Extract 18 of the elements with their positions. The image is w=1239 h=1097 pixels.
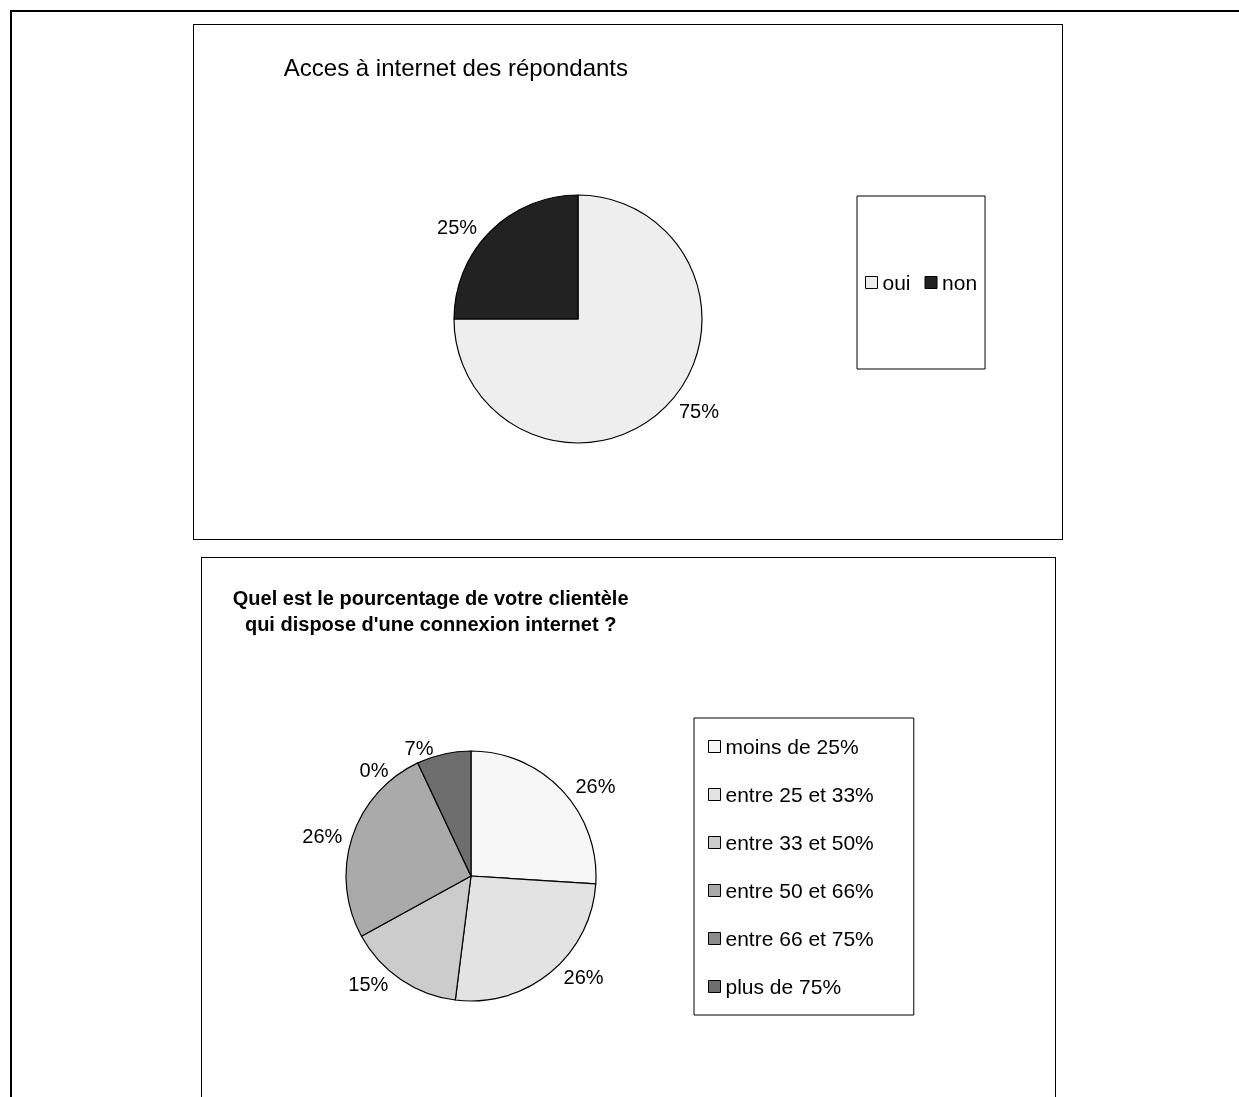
text: 0% (359, 759, 389, 782)
legend-label: entre 50 et 66% (725, 879, 874, 902)
data-label: 26% (302, 824, 343, 847)
legend-label: non (942, 271, 978, 294)
data-label: 15% (348, 973, 389, 996)
data-label: 7% (404, 737, 434, 760)
data-label: 25% (437, 216, 478, 239)
legend-label: moins de 25% (725, 735, 859, 758)
data-label: 26% (563, 965, 604, 988)
legend-label: entre 66 et 75% (725, 927, 874, 950)
legend-label: entre 33 et 50% (725, 831, 874, 854)
chart-title: Quel est le pourcentage de votre clientèle qui dispose d'une connexion internet ? (232, 587, 629, 635)
legend-label: plus de 75% (725, 975, 842, 998)
data-label: 75% (678, 399, 720, 422)
chart-title: Acces à internet des répondants (283, 54, 628, 82)
data-label: 26% (575, 775, 616, 798)
legend-label: entre 25 et 33% (725, 783, 874, 806)
legend-label: oui (882, 271, 911, 294)
